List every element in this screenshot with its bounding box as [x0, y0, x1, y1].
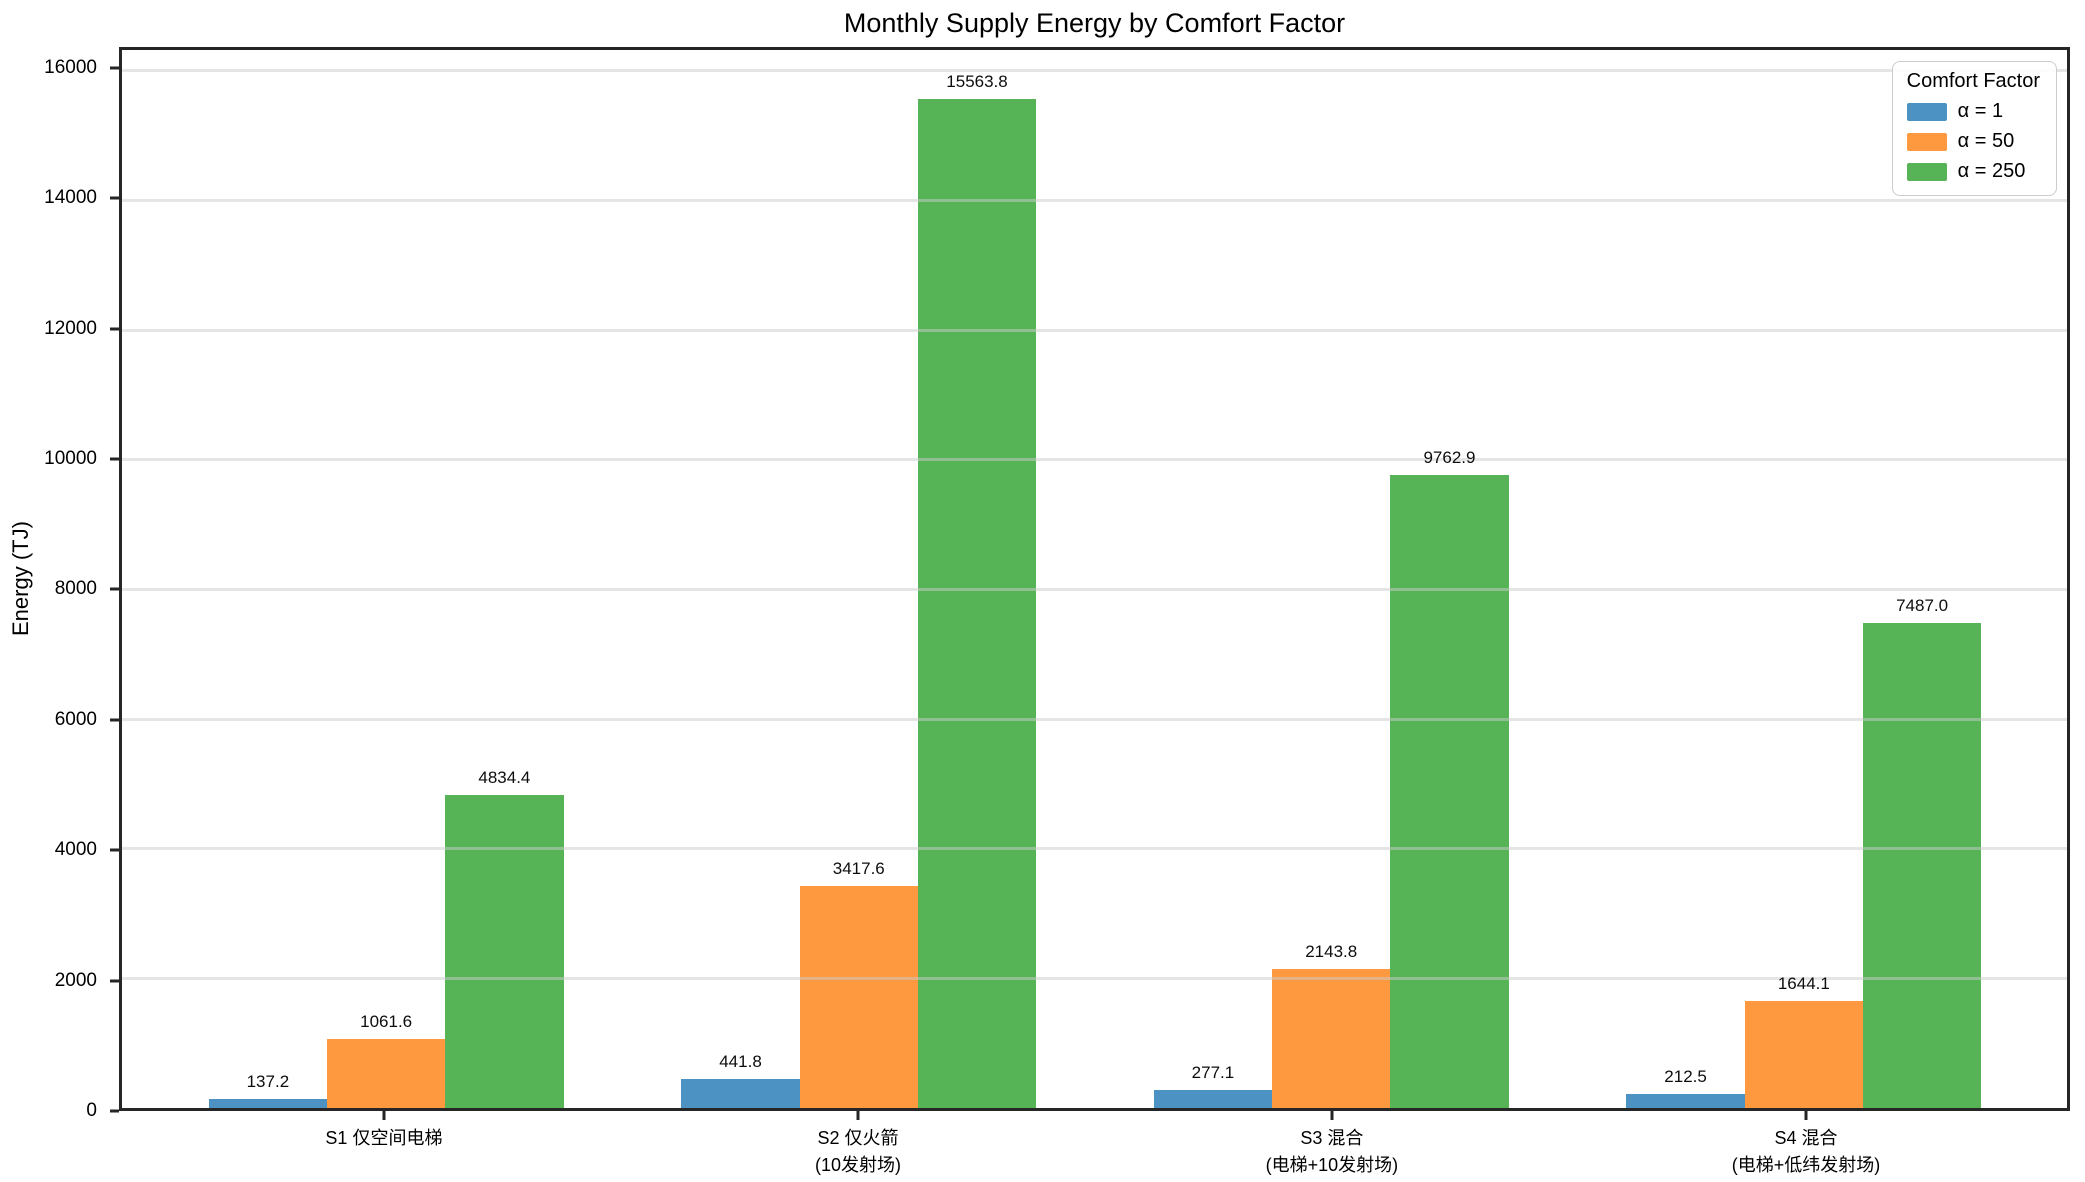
bar-value-label: 1061.6 [360, 1012, 413, 1032]
legend: Comfort Factor α = 1 α = 50 α = 250 [1891, 61, 2057, 196]
bar [1272, 969, 1391, 1108]
y-tick-label: 6000 [54, 708, 97, 730]
bar-value-label: 7487.0 [1896, 595, 1949, 615]
y-tick-label: 12000 [44, 317, 97, 339]
bar [1862, 622, 1982, 1108]
x-tick-label: S2 仅火箭 (10发射场) [815, 1125, 901, 1179]
x-tick-label-line: (电梯+10发射场) [1265, 1155, 1399, 1175]
chart-title: Monthly Supply Energy by Comfort Factor [843, 8, 1346, 38]
x-tick-mark [856, 1111, 860, 1120]
y-tick-label: 10000 [44, 448, 97, 470]
x-tick-label-line: S4 混合 [1774, 1128, 1838, 1148]
bar-value-label: 1644.1 [1777, 974, 1830, 994]
y-axis: 0 2000 4000 6000 8000 10000 12000 14000 16000 [0, 47, 119, 1121]
x-tick-label-line: (电梯+低纬发射场) [1731, 1155, 1881, 1175]
y-tick-mark [110, 979, 119, 983]
bar-value-label: 137.2 [246, 1072, 290, 1092]
bar [445, 794, 564, 1108]
plot-area: Comfort Factor α = 1 α = 50 α = 250 137.2 4… [119, 47, 2070, 1111]
bar [327, 1039, 446, 1108]
gridline [122, 717, 2067, 721]
y-tick-label: 4000 [54, 839, 97, 861]
y-tick-mark [110, 196, 119, 200]
bar-value-label: 9762.9 [1423, 448, 1476, 468]
y-tick-mark [110, 457, 119, 461]
gridline [122, 847, 2067, 851]
y-tick-mark [110, 1109, 119, 1113]
gridline [122, 458, 2067, 462]
x-axis: S1 仅空间电梯 S2 仅火箭 (10发射场) S3 混合 (电梯+10发射场) S4 混… [119, 1111, 2070, 1182]
y-tick-label: 14000 [44, 187, 97, 209]
x-tick-label: S3 混合 (电梯+10发射场) [1266, 1125, 1399, 1179]
legend-item: α = 1 [1906, 100, 2040, 123]
legend-item-label: α = 50 [1957, 130, 2015, 152]
x-tick-label-line: S2 仅火箭 [817, 1128, 899, 1148]
bar [1153, 1090, 1273, 1108]
gridline [122, 976, 2067, 980]
gridline [122, 198, 2067, 202]
x-tick-label-line: S1 仅空间电梯 [325, 1128, 443, 1148]
bar [1626, 1094, 1745, 1108]
legend-item-label: α = 1 [1957, 100, 2004, 122]
bar-value-label: 277.1 [1191, 1063, 1235, 1083]
y-tick-mark [110, 848, 119, 852]
legend-swatch-icon [1906, 102, 1947, 121]
y-tick-mark [110, 66, 119, 70]
x-tick-label-line: (10发射场) [815, 1155, 902, 1175]
y-tick-label: 2000 [54, 969, 97, 991]
bar-value-label: 4834.4 [478, 767, 531, 787]
bar [1390, 475, 1509, 1108]
y-tick-mark [110, 327, 119, 331]
bar-value-label: 212.5 [1664, 1067, 1707, 1087]
legend-title: Comfort Factor [1906, 70, 2040, 92]
bar-value-label: 3417.6 [832, 859, 885, 879]
x-tick-mark [382, 1111, 386, 1120]
x-tick-mark [1330, 1111, 1334, 1120]
legend-items: α = 1 α = 50 α = 250 [1906, 100, 2040, 183]
bar [208, 1099, 327, 1108]
bar [799, 886, 918, 1108]
bar-value-label: 15563.8 [946, 72, 1008, 92]
x-tick-label: S1 仅空间电梯 [325, 1125, 442, 1152]
x-tick-label-line: S3 混合 [1300, 1128, 1364, 1148]
gridline [122, 328, 2067, 332]
bar-value-label: 2143.8 [1305, 942, 1358, 962]
legend-swatch-icon [1906, 132, 1947, 151]
y-tick-label: 0 [86, 1100, 97, 1121]
y-tick-label: 8000 [54, 578, 97, 600]
legend-item: α = 50 [1906, 130, 2040, 153]
bar [917, 99, 1037, 1108]
gridline [122, 587, 2067, 591]
x-tick-mark [1804, 1111, 1808, 1120]
bar [1744, 1001, 1863, 1108]
bar [681, 1079, 800, 1108]
x-tick-label: S4 混合 (电梯+低纬发射场) [1732, 1125, 1881, 1179]
bar-value-label: 441.8 [719, 1052, 762, 1072]
legend-swatch-icon [1906, 162, 1947, 181]
y-tick-mark [110, 718, 119, 722]
y-tick-mark [110, 587, 119, 591]
legend-item-label: α = 250 [1957, 160, 2026, 182]
y-tick-label: 16000 [44, 56, 97, 78]
gridline [122, 69, 2067, 73]
legend-item: α = 250 [1906, 160, 2040, 183]
